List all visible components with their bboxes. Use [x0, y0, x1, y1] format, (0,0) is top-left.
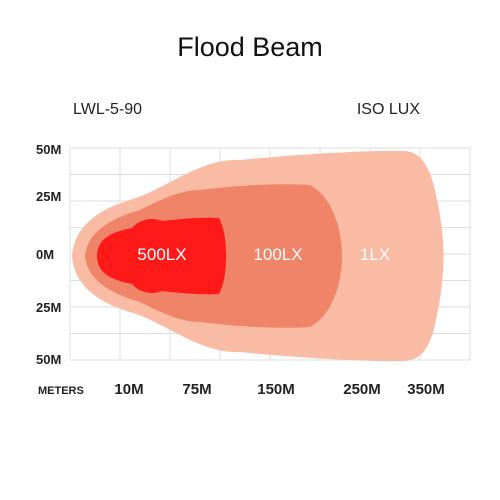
y-tick-label: 25M	[36, 189, 61, 204]
y-tick-label: 0M	[36, 247, 54, 262]
zone-labels: 1LX 100LX 500LX	[137, 245, 390, 264]
x-tick-label: 150M	[257, 381, 295, 398]
x-tick-label: 350M	[407, 381, 445, 398]
x-tick-label: 75M	[182, 381, 211, 398]
standard-label: ISO LUX	[356, 101, 420, 118]
y-tick-label: 50M	[36, 142, 61, 157]
x-tick-label: 10M	[114, 381, 143, 398]
zone-label: 1LX	[360, 245, 390, 264]
zone-label: 100LX	[253, 245, 302, 264]
y-axis-labels: 50M 25M 0M 25M 50M	[36, 142, 61, 367]
x-axis-labels: METERS 10M 75M 150M 250M 350M	[38, 381, 445, 398]
y-tick-label: 50M	[36, 352, 61, 367]
x-axis-unit-label: METERS	[38, 385, 84, 397]
zone-label: 500LX	[137, 245, 186, 264]
chart-title: Flood Beam	[177, 32, 323, 62]
zone-500lx	[97, 217, 226, 295]
x-tick-label: 250M	[343, 381, 381, 398]
y-tick-label: 25M	[36, 300, 61, 315]
model-label: LWL-5-90	[73, 101, 143, 118]
